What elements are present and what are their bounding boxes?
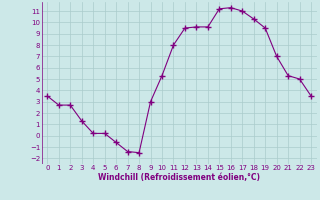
X-axis label: Windchill (Refroidissement éolien,°C): Windchill (Refroidissement éolien,°C)	[98, 173, 260, 182]
